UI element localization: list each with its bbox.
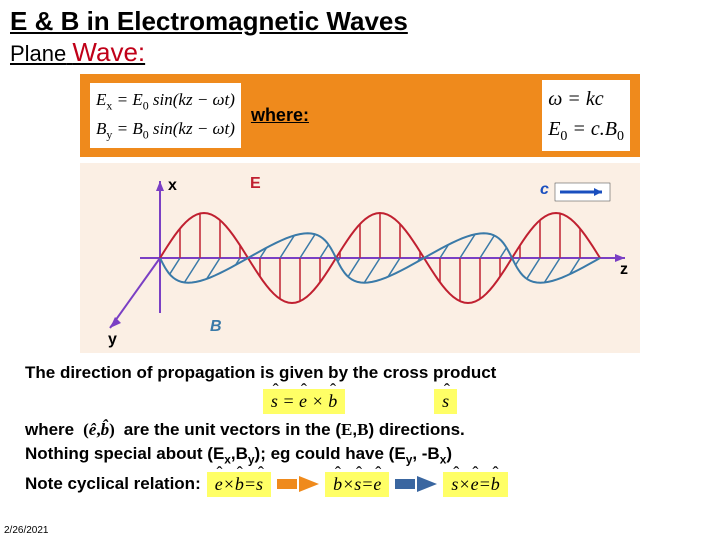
e-field-label: E: [250, 175, 261, 193]
propagation-text: The direction of propagation is given by…: [0, 361, 720, 385]
prop-s-hat: s: [434, 389, 457, 414]
eq-right: ω = kc E0 = c.B0: [542, 80, 630, 151]
slide-date: 2/26/2021: [4, 525, 49, 536]
axis-y-label: y: [108, 331, 117, 349]
eq-left: Ex = E0 sin(kz − ωt) By = B0 sin(kz − ωt…: [90, 83, 241, 148]
axis-z-label: z: [620, 261, 628, 279]
subtitle-wave: Wave:: [72, 37, 145, 67]
para2-post: ) directions.: [368, 420, 464, 439]
c-label: c: [540, 181, 549, 199]
subtitle-plain: Plane: [10, 41, 66, 66]
slide-subtitle: Plane Wave:: [0, 37, 720, 74]
arrow-icon: [395, 479, 415, 489]
eq-where-label: where:: [251, 105, 309, 126]
arrow-icon: [277, 479, 297, 489]
prop-eq-row: s = e × b s: [0, 385, 720, 418]
axis-x-label: x: [168, 177, 177, 195]
unit-vector-text: where (ê,b̂) are the unit vectors in the…: [0, 418, 720, 442]
b-field-label: B: [210, 318, 222, 336]
cyc-eq-2: b×s=e: [325, 472, 389, 497]
prop-equation: s = e × b: [263, 389, 345, 414]
slide-title: E & B in Electromagnetic Waves: [0, 0, 720, 37]
cyclical-lead: Note cyclical relation:: [25, 474, 201, 494]
cyclical-row: Note cyclical relation: e×b=s b×s=e s×e=…: [0, 468, 720, 497]
wave-svg: [80, 163, 640, 353]
para2-mid: are the unit vectors in the (: [124, 420, 341, 439]
cyc-eq-1: e×b=s: [207, 472, 271, 497]
arrow-icon: [299, 476, 319, 492]
cyc-eq-3: s×e=b: [443, 472, 507, 497]
wave-diagram: x y z E B c: [80, 163, 640, 353]
para2-pre: where: [25, 420, 74, 439]
arrow-icon: [417, 476, 437, 492]
equation-box: Ex = E0 sin(kz − ωt) By = B0 sin(kz − ωt…: [80, 74, 640, 157]
